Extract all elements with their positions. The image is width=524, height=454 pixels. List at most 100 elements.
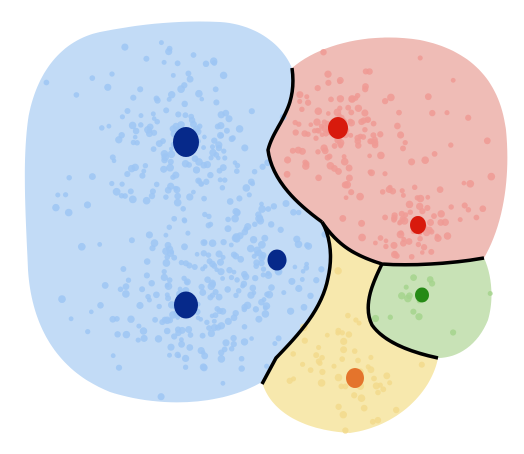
blue-data-point <box>300 268 306 274</box>
red-data-point <box>403 212 409 218</box>
blue-data-point <box>216 258 225 266</box>
red-data-point <box>348 109 355 116</box>
red-data-point <box>324 154 331 161</box>
yellow-data-point <box>317 379 326 387</box>
blue-data-point <box>164 292 170 298</box>
boundary-red-bottom <box>320 221 485 267</box>
red-data-point <box>399 216 406 223</box>
red-data-point <box>465 114 472 121</box>
blue-data-point <box>118 192 125 199</box>
blue-data-point <box>130 94 137 101</box>
blue-data-point <box>258 254 266 262</box>
blue-data-point <box>233 168 240 175</box>
blue-data-point <box>253 263 260 269</box>
blue-data-point <box>286 307 295 315</box>
blue-data-point <box>177 286 183 292</box>
blue-data-point <box>195 315 201 321</box>
blue-data-point <box>171 333 178 340</box>
blue-data-point <box>121 43 129 51</box>
blue-data-point <box>187 332 194 338</box>
red-data-point <box>385 185 393 194</box>
blue-data-point <box>206 258 213 265</box>
blue-data-point <box>132 134 138 140</box>
blue-data-point <box>221 346 228 353</box>
red-data-point <box>343 195 349 201</box>
blue-data-point <box>264 291 270 298</box>
blue-data-point <box>213 99 220 106</box>
blue-data-point <box>262 302 271 310</box>
blue-data-point <box>260 272 266 278</box>
blue-data-point <box>127 315 135 323</box>
yellow-data-point <box>335 327 342 334</box>
blue-center-3 <box>267 249 287 271</box>
red-data-point <box>382 214 389 221</box>
yellow-data-point <box>334 267 342 275</box>
blue-data-point <box>202 134 207 140</box>
red-data-point <box>333 108 342 117</box>
blue-data-point <box>203 178 210 185</box>
blue-data-point <box>167 90 176 99</box>
blue-data-point <box>185 70 192 77</box>
blue-data-point <box>120 266 127 272</box>
blue-data-point <box>251 168 258 175</box>
blue-data-point <box>128 121 137 130</box>
blue-data-point <box>186 75 194 83</box>
red-data-point <box>391 217 397 223</box>
blue-data-point <box>248 108 255 115</box>
blue-data-point <box>258 205 266 213</box>
blue-data-point <box>161 59 167 65</box>
blue-data-point <box>119 114 126 120</box>
red-data-point <box>299 106 305 113</box>
red-data-point <box>348 132 354 138</box>
blue-data-point <box>112 187 121 196</box>
red-data-point <box>377 235 384 241</box>
blue-data-point <box>233 292 239 299</box>
blue-data-point <box>207 329 216 338</box>
yellow-data-point <box>355 357 361 364</box>
blue-data-point <box>220 238 227 246</box>
blue-data-point <box>219 307 227 315</box>
yellow-data-point <box>290 351 297 357</box>
blue-data-point <box>184 279 190 285</box>
yellow-data-point <box>392 406 400 414</box>
red-data-point <box>444 110 450 116</box>
yellow-data-point <box>301 337 308 344</box>
blue-data-point <box>173 185 179 191</box>
blue-data-point <box>241 144 249 152</box>
blue-data-point <box>143 272 150 279</box>
blue-data-point <box>109 71 115 77</box>
blue-data-point <box>200 364 208 372</box>
blue-data-point <box>136 301 144 310</box>
blue-data-point <box>215 293 223 301</box>
red-data-point <box>319 132 325 138</box>
yellow-data-point <box>335 403 342 410</box>
red-data-point <box>354 92 361 99</box>
blue-data-point <box>217 131 224 139</box>
blue-data-point <box>142 196 151 205</box>
green-data-point <box>398 292 406 300</box>
red-data-point <box>314 84 321 92</box>
red-data-point <box>315 149 321 155</box>
blue-data-point <box>163 327 171 335</box>
red-data-point <box>420 250 425 255</box>
blue-data-point <box>125 277 132 283</box>
blue-data-point <box>181 243 188 251</box>
blue-data-point <box>212 86 219 93</box>
green-data-point <box>450 329 457 336</box>
red-data-point <box>341 154 347 160</box>
blue-data-point <box>163 107 170 114</box>
blue-data-point <box>264 271 273 280</box>
blue-data-point <box>249 235 258 244</box>
red-data-point <box>348 189 355 196</box>
blue-data-point <box>206 213 212 220</box>
blue-data-point <box>163 194 169 200</box>
red-data-point <box>434 233 440 239</box>
blue-data-point <box>230 314 238 322</box>
blue-data-point <box>258 259 265 267</box>
blue-data-point <box>160 273 168 282</box>
red-data-point <box>297 98 303 104</box>
blue-data-point <box>209 148 217 157</box>
red-data-point <box>368 169 375 177</box>
blue-data-point <box>115 364 123 371</box>
